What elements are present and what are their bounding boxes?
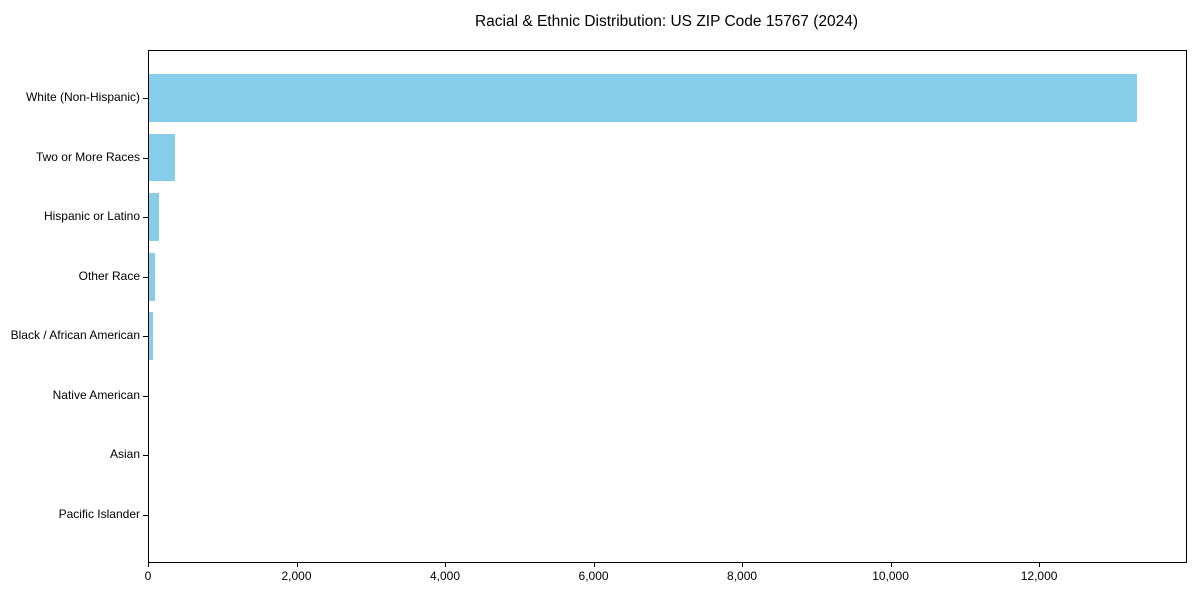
x-tick-label: 4,000 bbox=[430, 569, 461, 583]
y-tick-label: Other Race bbox=[78, 268, 140, 283]
y-tick-label: Hispanic or Latino bbox=[43, 209, 140, 224]
bar bbox=[149, 312, 154, 361]
y-tick-mark bbox=[143, 514, 148, 516]
x-tick-label: 0 bbox=[144, 569, 152, 583]
y-tick-mark bbox=[143, 276, 148, 278]
plot-area bbox=[143, 50, 1187, 563]
x-tick-label: 8,000 bbox=[727, 569, 758, 583]
chart-title: Racial & Ethnic Distribution: US ZIP Cod… bbox=[474, 13, 859, 30]
bar bbox=[149, 74, 1137, 122]
x-tick-label: 10,000 bbox=[872, 569, 909, 583]
x-tick-mark bbox=[593, 562, 595, 567]
x-tick-mark bbox=[742, 562, 744, 567]
x-tick-mark bbox=[1039, 562, 1041, 567]
y-tick-mark bbox=[143, 336, 148, 338]
x-tick-mark bbox=[890, 562, 892, 567]
x-tick-mark bbox=[148, 562, 149, 567]
y-tick-mark bbox=[143, 395, 148, 397]
y-axis-labels: White (Non-Hispanic) Two or More Races His… bbox=[0, 50, 140, 561]
y-tick-mark bbox=[143, 217, 148, 219]
y-tick-label: Asian bbox=[109, 447, 140, 462]
y-tick-mark bbox=[143, 157, 148, 159]
y-tick-label: White (Non-Hispanic) bbox=[25, 90, 140, 105]
x-tick-mark bbox=[445, 562, 447, 567]
y-tick-label: Two or More Races bbox=[35, 149, 140, 164]
x-tick-label: 6,000 bbox=[578, 569, 609, 583]
y-tick-label: Black / African American bbox=[10, 328, 140, 343]
y-tick-mark bbox=[143, 98, 148, 100]
x-tick-mark bbox=[296, 562, 298, 567]
bar bbox=[149, 252, 155, 301]
y-tick-label: Pacific Islander bbox=[58, 506, 140, 521]
y-tick-mark bbox=[143, 455, 148, 457]
bar bbox=[149, 193, 159, 241]
y-tick-label: Native American bbox=[52, 387, 140, 402]
x-tick-label: 12,000 bbox=[1020, 569, 1058, 583]
x-tick-label: 2,000 bbox=[281, 569, 312, 583]
x-axis: 0 2,000 4,000 6,000 8,000 10,000 12,000 bbox=[145, 562, 1185, 592]
bar bbox=[149, 133, 175, 182]
